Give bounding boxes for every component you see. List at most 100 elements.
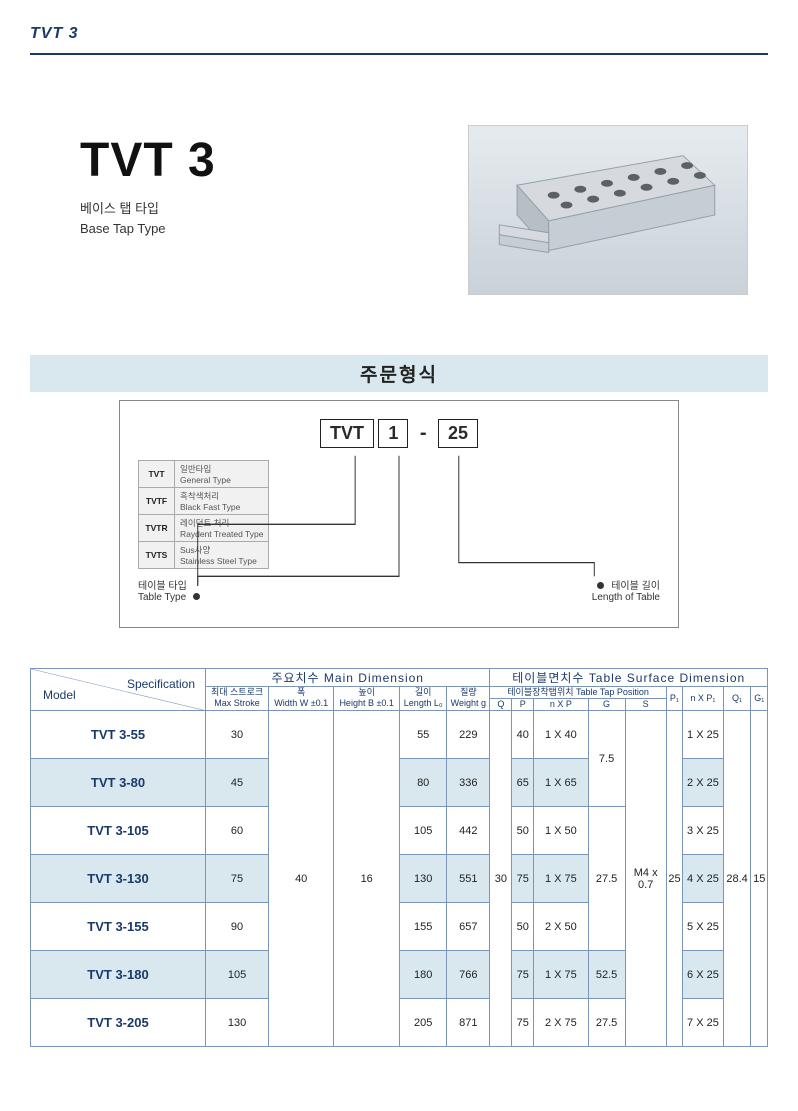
type-en: Raydent Treated Type xyxy=(180,529,263,539)
type-desc: 흑착색처리Black Fast Type xyxy=(175,487,269,514)
cell-nXP1: 2 X 25 xyxy=(683,759,724,807)
cell-model: TVT 3-55 xyxy=(31,711,206,759)
type-code: TVTR xyxy=(139,514,175,541)
cell-stroke: 60 xyxy=(206,807,269,855)
page-header: TVT 3 xyxy=(0,0,798,49)
cell-nXP: 1 X 40 xyxy=(534,711,588,759)
order-right-en: Length of Table xyxy=(592,592,660,603)
hdr-G1: G₁ xyxy=(751,686,768,711)
type-code: TVT xyxy=(139,460,175,487)
order-right: 테이블 길이 Length of Table xyxy=(592,569,660,603)
hdr-height: 높이Height B ±0.1 xyxy=(334,686,400,711)
hdr-weight: 질량Weight g xyxy=(447,686,490,711)
cell-L0: 180 xyxy=(400,951,447,999)
hdr-stroke: 최대 스트로크Max Stroke xyxy=(206,686,269,711)
hdr-en: Height B ±0.1 xyxy=(339,698,393,708)
cell-B: 16 xyxy=(334,711,400,1047)
hdr-en: Weight g xyxy=(451,698,486,708)
title-text-block: TVT 3 베이스 탭 타입 Base Tap Type xyxy=(80,125,216,236)
cell-nXP1: 6 X 25 xyxy=(683,951,724,999)
order-left: TVT 일반타입General Type TVTF 흑착색처리Black Fas… xyxy=(138,460,269,603)
cell-wt: 442 xyxy=(447,807,490,855)
hdr-ko: 폭 xyxy=(297,687,305,697)
cell-L0: 55 xyxy=(400,711,447,759)
cell-nXP1: 5 X 25 xyxy=(683,903,724,951)
order-code-2: 1 xyxy=(378,419,408,448)
hdr-length: 길이Length L₀ xyxy=(400,686,447,711)
cell-L0: 130 xyxy=(400,855,447,903)
type-desc: 레이던트 처리Raydent Treated Type xyxy=(175,514,269,541)
cell-model: TVT 3-155 xyxy=(31,903,206,951)
hdr-ko: 최대 스트로크 xyxy=(211,687,263,697)
type-ko: 레이던트 처리 xyxy=(180,518,229,528)
header-rule xyxy=(30,53,768,55)
type-en: Black Fast Type xyxy=(180,502,240,512)
hdr-S: S xyxy=(625,698,666,710)
order-left-ko: 테이블 타입 xyxy=(138,581,187,592)
cell-W: 40 xyxy=(269,711,334,1047)
cell-L0: 105 xyxy=(400,807,447,855)
hdr-ko: 질량 xyxy=(460,687,477,697)
cell-nXP1: 7 X 25 xyxy=(683,999,724,1047)
hdr-nXP1: n X P₁ xyxy=(683,686,724,711)
cell-stroke: 90 xyxy=(206,903,269,951)
type-en: Stainless Steel Type xyxy=(180,556,257,566)
hdr-width: 폭Width W ±0.1 xyxy=(269,686,334,711)
cell-model: TVT 3-205 xyxy=(31,999,206,1047)
spec-label: Specification xyxy=(127,677,195,691)
hdr-P: P xyxy=(512,698,534,710)
cell-nXP: 1 X 75 xyxy=(534,855,588,903)
model-spec-header: Specification Model xyxy=(31,668,206,711)
cell-model: TVT 3-105 xyxy=(31,807,206,855)
cell-wt: 229 xyxy=(447,711,490,759)
hdr-ko: 길이 xyxy=(415,687,432,697)
order-diagram: TVT 1 - 25 TVT 일반타입General Type TVTF 흑착색… xyxy=(119,400,679,628)
cell-nXP1: 4 X 25 xyxy=(683,855,724,903)
order-format-section: 주문형식 TVT 1 - 25 TVT 일반타입General Type TVT… xyxy=(0,355,798,628)
cell-S: M4 x 0.7 xyxy=(625,711,666,1047)
product-image xyxy=(468,125,748,295)
cell-L0: 155 xyxy=(400,903,447,951)
cell-P: 75 xyxy=(512,951,534,999)
order-body: TVT 일반타입General Type TVTF 흑착색처리Black Fas… xyxy=(138,460,660,603)
cell-model: TVT 3-180 xyxy=(31,951,206,999)
order-format-heading: 주문형식 xyxy=(30,355,768,392)
cell-P1: 25 xyxy=(666,711,682,1047)
cell-G-top: 7.5 xyxy=(588,711,625,807)
cell-P: 65 xyxy=(512,759,534,807)
hdr-en: Width W ±0.1 xyxy=(274,698,328,708)
cell-nXP1: 3 X 25 xyxy=(683,807,724,855)
order-right-label: 테이블 길이 Length of Table xyxy=(592,577,660,603)
type-desc: 일반타입General Type xyxy=(175,460,269,487)
cell-G1: 15 xyxy=(751,711,768,1047)
cell-G: 52.5 xyxy=(588,951,625,999)
spec-table: Specification Model 주요치수 Main Dimension … xyxy=(30,668,768,1048)
hdr-Q1: Q₁ xyxy=(723,686,751,711)
spec-table-wrap: Specification Model 주요치수 Main Dimension … xyxy=(30,668,768,1048)
hdr-Q: Q xyxy=(490,698,512,710)
cell-G: 27.5 xyxy=(588,999,625,1047)
cell-nXP: 1 X 50 xyxy=(534,807,588,855)
cell-Q: 30 xyxy=(490,711,512,1047)
cell-stroke: 75 xyxy=(206,855,269,903)
cell-P: 75 xyxy=(512,855,534,903)
cell-nXP: 1 X 65 xyxy=(534,759,588,807)
hdr-surface-dim: 테이블면치수 Table Surface Dimension xyxy=(490,668,768,686)
cell-wt: 871 xyxy=(447,999,490,1047)
product-subtitle-ko: 베이스 탭 타입 xyxy=(80,198,216,217)
hdr-main-dim: 주요치수 Main Dimension xyxy=(206,668,490,686)
order-left-label: 테이블 타입 Table Type xyxy=(138,577,269,603)
cell-wt: 336 xyxy=(447,759,490,807)
title-area: TVT 3 베이스 탭 타입 Base Tap Type xyxy=(80,125,768,295)
cell-nXP: 1 X 75 xyxy=(534,951,588,999)
cell-stroke: 45 xyxy=(206,759,269,807)
connector-dot-icon xyxy=(193,593,200,600)
order-code-3: 25 xyxy=(438,419,478,448)
cell-stroke: 105 xyxy=(206,951,269,999)
type-desc: Sus사양Stainless Steel Type xyxy=(175,541,269,568)
type-code: TVTF xyxy=(139,487,175,514)
order-code-row: TVT 1 - 25 xyxy=(138,419,660,448)
cell-P: 40 xyxy=(512,711,534,759)
product-title: TVT 3 xyxy=(80,133,216,188)
cell-stroke: 130 xyxy=(206,999,269,1047)
